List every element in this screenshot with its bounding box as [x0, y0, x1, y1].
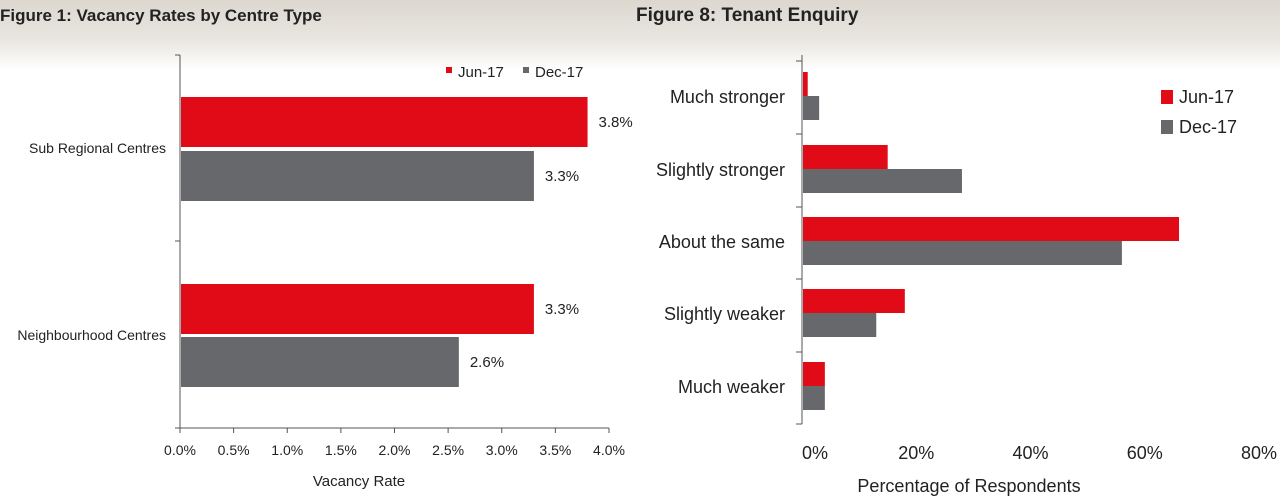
chart1-legend-swatch-dec17 [523, 67, 529, 73]
chart2-bar-jun17 [803, 145, 888, 169]
chart1-bar-dec17 [181, 151, 534, 201]
chart2-bar-dec17 [803, 169, 962, 193]
chart1-data-label: 2.6% [470, 354, 504, 371]
chart2-x-tick-label: 40% [1012, 443, 1048, 463]
chart2-bar-jun17 [803, 217, 1180, 241]
chart1-x-tick-label: 2.5% [432, 442, 464, 458]
chart2-legend-swatch-dec17 [1161, 120, 1173, 134]
chart2-category-label: Much stronger [670, 87, 785, 107]
chart2-x-axis-title: Percentage of Respondents [857, 476, 1080, 496]
chart2-bar-dec17 [803, 313, 877, 337]
chart1-x-tick-label: 0.0% [164, 442, 196, 458]
chart1-title: Figure 1: Vacancy Rates by Centre Type [0, 6, 322, 25]
chart2-bar-dec17 [803, 241, 1122, 265]
chart2-bar-jun17 [803, 72, 808, 96]
chart2-bar-jun17 [803, 289, 905, 313]
header-background [0, 0, 1280, 70]
chart2-x-tick-label: 60% [1127, 443, 1163, 463]
chart2-category-label: Slightly weaker [664, 304, 785, 324]
chart2-legend-label: Dec-17 [1179, 117, 1237, 137]
chart1-x-tick-label: 1.0% [271, 442, 303, 458]
chart2-bar-dec17 [803, 96, 820, 120]
chart1-bar-jun17 [181, 97, 588, 147]
chart2-x-tick-label: 20% [898, 443, 934, 463]
chart2-title: Figure 8: Tenant Enquiry [636, 5, 859, 26]
chart1-category-label: Neighbourhood Centres [17, 327, 166, 343]
chart1-legend-label: Dec-17 [535, 64, 583, 81]
chart1-bar-dec17 [181, 337, 459, 387]
chart2-category-label: About the same [659, 232, 785, 252]
chart2-category-label: Slightly stronger [656, 160, 785, 180]
chart2-legend-swatch-jun17 [1161, 90, 1173, 104]
chart2-bar-jun17 [803, 362, 825, 386]
chart1-data-label: 3.8% [599, 114, 633, 131]
chart1-category-label: Sub Regional Centres [29, 140, 166, 156]
chart1-x-tick-label: 0.5% [218, 442, 250, 458]
chart2-bar-dec17 [803, 386, 825, 410]
chart1-bar-jun17 [181, 284, 534, 334]
chart1-x-tick-label: 3.5% [539, 442, 571, 458]
chart2-legend-label: Jun-17 [1179, 87, 1234, 107]
chart2-x-tick-label: 0% [802, 443, 828, 463]
chart1-x-tick-label: 2.0% [379, 442, 411, 458]
chart1-legend-swatch-jun17 [446, 67, 452, 73]
chart1-data-label: 3.3% [545, 168, 579, 185]
chart1-data-label: 3.3% [545, 301, 579, 318]
chart1-x-tick-label: 1.5% [325, 442, 357, 458]
chart1-x-axis-title: Vacancy Rate [313, 473, 405, 490]
chart1-x-tick-label: 3.0% [486, 442, 518, 458]
chart2-category-label: Much weaker [678, 377, 785, 397]
chart1-x-tick-label: 4.0% [593, 442, 625, 458]
chart1-legend-label: Jun-17 [458, 64, 504, 81]
chart2-x-tick-label: 80% [1241, 443, 1277, 463]
